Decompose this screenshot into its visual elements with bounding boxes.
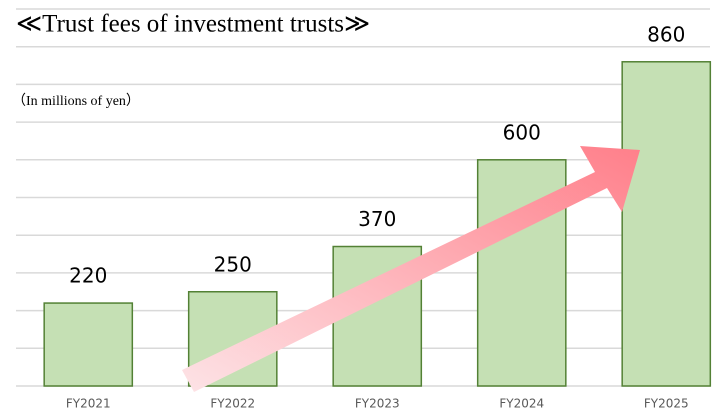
x-tick-label: FY2022 [210, 397, 255, 411]
bar [621, 61, 712, 387]
x-tick-label: FY2025 [644, 397, 689, 411]
data-label: 220 [69, 264, 107, 288]
data-label: 600 [503, 120, 541, 144]
bar [43, 302, 134, 387]
x-tick-label: FY2021 [66, 397, 111, 411]
data-label: 860 [647, 22, 685, 46]
x-tick-label: FY2024 [499, 397, 544, 411]
x-tick-label: FY2023 [355, 397, 400, 411]
trend-arrow [182, 146, 640, 392]
chart-title: ≪Trust fees of investment trusts≫ [16, 11, 370, 38]
data-label: 250 [214, 252, 252, 276]
data-label: 370 [358, 207, 396, 231]
chart-subtitle: （In millions of yen） [12, 93, 140, 109]
